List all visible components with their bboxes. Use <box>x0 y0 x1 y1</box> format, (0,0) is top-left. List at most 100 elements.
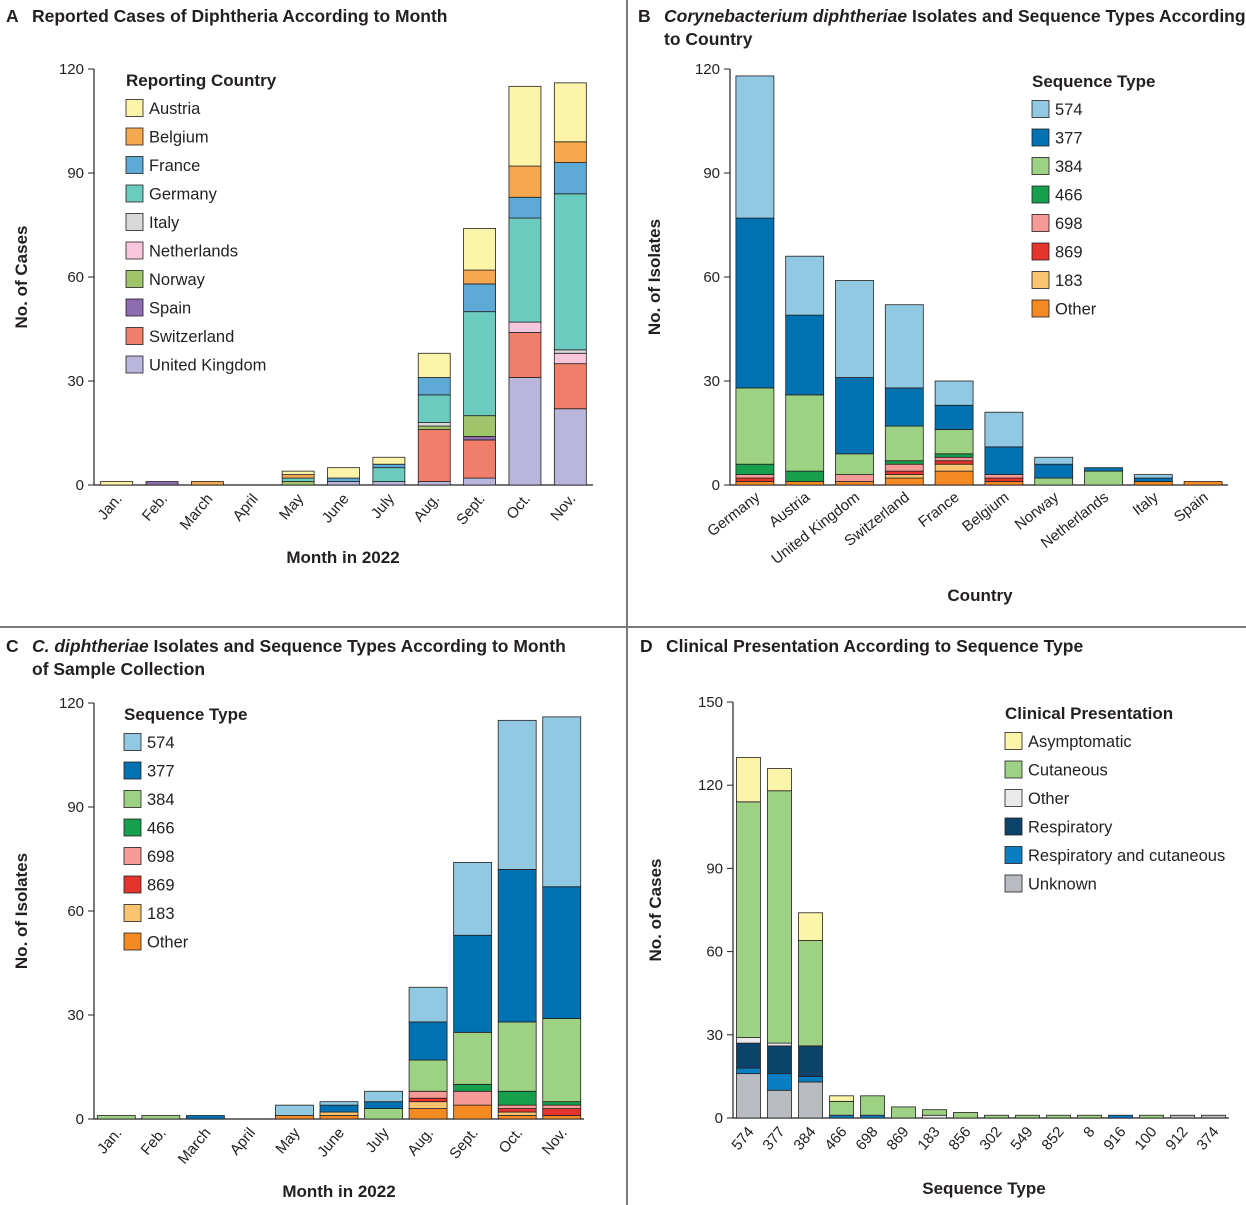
panel-a-xtick-label: Jan. <box>94 491 125 524</box>
panel-b-legend-label-384: 384 <box>1055 158 1083 176</box>
panel-c-legend-swatch-377 <box>123 761 142 780</box>
panel-c-bar-nov-other <box>542 1115 582 1120</box>
panel-b-legend-swatch-377 <box>1031 128 1050 147</box>
panel-b-ytick-label: 60 <box>703 269 720 286</box>
panel-c-bar-june-183 <box>319 1111 359 1116</box>
panel-d-legend-swatch-respiratory-and-cutaneous <box>1004 846 1023 864</box>
panel-a-legend-label-belgium: Belgium <box>149 129 209 147</box>
panel-c-ytick-label: 0 <box>76 1111 84 1128</box>
panel-a-xtick-label: March <box>177 491 217 534</box>
panel-d-bar-466-asymptomatic <box>829 1095 854 1102</box>
panel-a-legend-swatch-france <box>125 156 144 174</box>
panel-a-bar-july-austria <box>372 456 406 465</box>
panel-c-bar-oct-698 <box>497 1104 537 1109</box>
panel-b-bar-norway-384 <box>1034 477 1074 486</box>
panel-d-bar-377-respiratory <box>767 1045 792 1075</box>
panel-b-legend-swatch-384 <box>1031 157 1050 175</box>
panel-b-legend-swatch-574 <box>1031 100 1050 118</box>
panel-d-bar-869-cutaneous <box>891 1106 916 1119</box>
panel-c: C C. diphtheriae Isolates and Sequence T… <box>0 628 626 1205</box>
panel-a: A Reported Cases of Diphtheria According… <box>0 0 626 626</box>
panel-c-bar-sept-466 <box>453 1083 493 1092</box>
panel-b-bar-germany-384 <box>735 387 775 465</box>
panel-b-ytick-label: 30 <box>703 373 720 390</box>
panel-b-ylabel: No. of Isolates <box>645 219 664 335</box>
panel-d-letter: D <box>640 636 653 656</box>
panel-a-legend-swatch-switzerland <box>125 327 144 345</box>
panel-a-legend-swatch-united-kingdom <box>125 355 144 374</box>
panel-a-bar-jan-austria <box>100 481 134 486</box>
panel-a-bar-march-belgium <box>191 481 224 486</box>
panel-c-legend-label-698: 698 <box>147 848 175 866</box>
panel-d-bar-384-asymptomatic <box>798 912 823 941</box>
panel-a-bar-nov-belgium <box>553 141 587 164</box>
panel-a-ylabel: No. of Cases <box>12 226 31 329</box>
panel-c-title: C C. diphtheriae Isolates and Sequence T… <box>6 635 566 681</box>
panel-a-legend-swatch-belgium <box>125 127 144 146</box>
panel-b-legend-label-377: 377 <box>1055 130 1083 148</box>
panel-c-bar-june-other <box>319 1115 359 1120</box>
panel-b-legend-label-869: 869 <box>1055 244 1083 262</box>
panel-a-bar-sept-switzerland <box>463 439 496 479</box>
panel-d-bar-100-cutaneous <box>1139 1114 1164 1119</box>
panel-a-legend-label-austria: Austria <box>149 100 201 118</box>
panel-a-bar-july-germany <box>372 467 406 482</box>
panel-d-bar-377-unknown <box>767 1089 792 1119</box>
panel-b-bar-switzerland-466 <box>884 460 924 465</box>
panel-a-bar-feb-spain <box>145 481 179 486</box>
panel-c-bar-nov-466 <box>542 1101 582 1106</box>
panel-a-bar-may-austria <box>281 470 315 475</box>
panel-a-bar-june-austria <box>327 467 360 479</box>
panel-a-legend-title: Reporting Country <box>126 71 277 90</box>
panel-d-xtick-label: 374 <box>1193 1124 1222 1154</box>
panel-a-bar-sept-germany <box>463 311 496 417</box>
panel-c-legend-swatch-466 <box>123 818 142 837</box>
panel-c-bar-may-other <box>275 1115 314 1120</box>
panel-b-bar-switzerland-698 <box>884 463 924 472</box>
panel-d-bar-377-cutaneous <box>767 790 792 1044</box>
panel-d-bar-574-asymptomatic <box>736 757 761 803</box>
panel-b-title-line2: to Country <box>664 29 753 49</box>
panel-d-bar-698-cutaneous <box>860 1095 885 1116</box>
panel-a-xtick-label: Feb. <box>139 491 171 525</box>
panel-d-legend-swatch-cutaneous <box>1004 760 1023 779</box>
panel-c-xtick-label: Aug. <box>404 1125 437 1160</box>
panel-b-legend-label-466: 466 <box>1055 187 1083 205</box>
panel-a-bar-nov-italy <box>553 349 587 354</box>
panel-a-bar-oct-france <box>508 196 542 219</box>
panel-divider-horizontal <box>0 626 1246 628</box>
panel-b-letter: B <box>638 6 651 26</box>
panel-b-bar-belgium-869 <box>984 477 1024 482</box>
panel-d-bar-916-respiratory-and-cutaneous <box>1108 1114 1133 1119</box>
panel-a-bar-may-belgium <box>281 474 315 479</box>
panel-d-legend-swatch-other <box>1004 789 1023 807</box>
panel-b-bar-germany-869 <box>735 477 775 482</box>
panel-a-xtick-label: July <box>368 490 398 522</box>
panel-d-legend-title: Clinical Presentation <box>1005 704 1173 723</box>
panel-d-xtick-label: 869 <box>883 1124 912 1154</box>
panel-d-xlabel: Sequence Type <box>922 1179 1045 1198</box>
panel-c-bar-nov-574 <box>542 716 582 888</box>
panel-c-legend-swatch-183 <box>123 904 142 922</box>
panel-c-xtick-label: July <box>362 1124 392 1156</box>
panel-a-bar-aug-france <box>417 377 451 396</box>
panel-a-bar-sept-norway <box>463 415 496 437</box>
panel-d-bar-384-unknown <box>798 1081 823 1119</box>
panel-a-ytick-label: 30 <box>67 373 84 390</box>
panel-a-xtick-label: May <box>276 490 308 523</box>
panel-c-bar-oct-other <box>497 1115 537 1120</box>
panel-c-bar-feb-384 <box>141 1115 181 1120</box>
panel-d-xtick-label: 8 <box>1080 1124 1098 1141</box>
panel-d-bar-466-cutaneous <box>829 1100 854 1116</box>
panel-b-title-italic: Corynebacterium diphtheriae <box>664 6 908 26</box>
panel-c-title-italic: C. diphtheriae <box>32 636 149 656</box>
panel-a-bar-aug-germany <box>417 394 451 424</box>
panel-a-bar-june-united-kingdom <box>327 481 360 486</box>
panel-c-bar-sept-377 <box>453 934 493 1033</box>
panel-a-legend-label-netherlands: Netherlands <box>149 243 238 261</box>
panel-d-xtick-label: 574 <box>728 1124 757 1154</box>
panel-a-xtick-label: Oct. <box>503 491 534 523</box>
panel-d-xtick-label: 549 <box>1007 1124 1036 1154</box>
panel-b-bar-austria-466 <box>785 470 825 482</box>
